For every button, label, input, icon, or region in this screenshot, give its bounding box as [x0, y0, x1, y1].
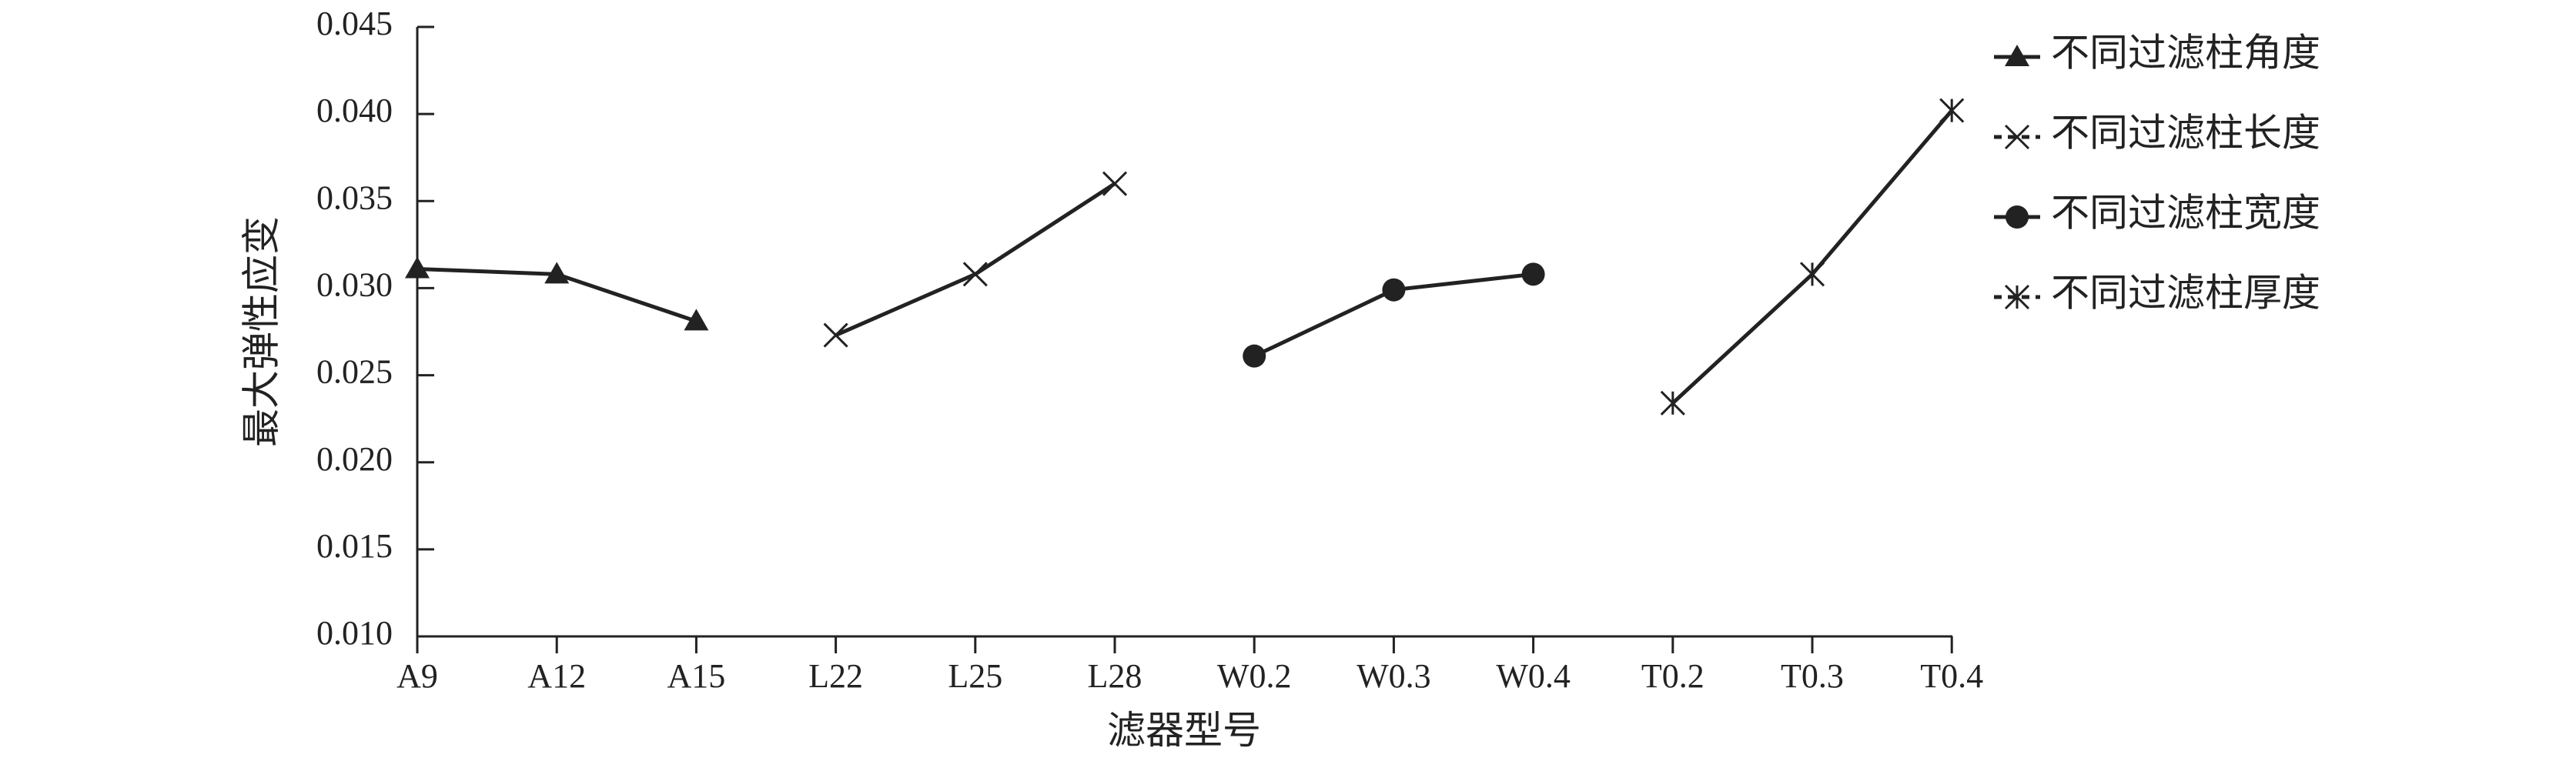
series-1: [405, 256, 709, 331]
legend-label: 不同过滤柱厚度: [2051, 271, 2320, 314]
x-tick-label: L22: [808, 657, 863, 695]
asterisk-marker-shape: [1660, 390, 1685, 416]
y-axis-title: 最大弹性应变: [239, 216, 283, 447]
y-tick-label: 0.020: [316, 440, 393, 478]
legend-label: 不同过滤柱长度: [2051, 111, 2320, 154]
legend-item: 不同过滤柱宽度: [1994, 191, 2320, 234]
y-tick-label: 0.010: [316, 614, 393, 652]
x-marker-shape: [823, 322, 848, 348]
series-line: [835, 182, 1116, 337]
y-tick-label: 0.045: [316, 5, 393, 42]
legend-item: 不同过滤柱角度: [1994, 31, 2320, 74]
legend-label: 不同过滤柱宽度: [2051, 191, 2320, 234]
data-point-triangle: [405, 256, 430, 279]
series-line: [1671, 109, 1954, 405]
triangle-marker-shape: [684, 309, 709, 331]
legend-marker-circle: [2006, 205, 2029, 229]
x-tick-label: L28: [1088, 657, 1142, 695]
x-tick-label: T0.3: [1781, 657, 1844, 695]
data-point-asterisk: [1660, 390, 1685, 416]
triangle-marker-shape: [405, 256, 430, 279]
asterisk-marker-shape: [2004, 284, 2030, 310]
y-tick-label: 0.025: [316, 353, 393, 391]
x-tick-label: W0.3: [1357, 657, 1431, 695]
data-point-x: [962, 262, 988, 287]
x-tick-label: T0.4: [1920, 657, 1983, 695]
x-tick-label: W0.2: [1217, 657, 1292, 695]
triangle-marker-shape: [544, 262, 570, 284]
circle-marker-shape: [1382, 278, 1406, 302]
data-point-x: [823, 322, 848, 348]
x-marker-shape: [962, 262, 988, 287]
y-ticks: 0.010 0.015 0.020 0.025 0.030 0.035 0.040 0.045: [316, 5, 434, 652]
asterisk-marker-shape: [1799, 262, 1825, 287]
y-tick-label: 0.035: [316, 179, 393, 216]
series-3: [1243, 262, 1545, 368]
legend-marker-asterisk: [2004, 284, 2030, 310]
circle-marker-shape: [2006, 205, 2029, 229]
x-ticks: A9 A12 A15 L22 L25 L28 W0.2 W0.3 W0.4 T0.2 T0.3 T0.…: [396, 636, 1983, 695]
data-point-asterisk: [1939, 98, 1965, 123]
data-point-triangle: [544, 262, 570, 284]
data-point-x: [1102, 171, 1128, 196]
x-tick-label: L25: [948, 657, 1002, 695]
x-tick-label: T0.2: [1641, 657, 1705, 695]
series-layer: [405, 98, 1965, 416]
x-marker-shape: [1102, 171, 1128, 196]
y-tick-label: 0.030: [316, 266, 393, 304]
data-point-asterisk: [1799, 262, 1825, 287]
y-tick-label: 0.040: [316, 92, 393, 129]
legend-item: 不同过滤柱厚度: [1994, 271, 2320, 314]
series-2: [823, 171, 1128, 348]
series-4: [1660, 98, 1965, 416]
legend-label: 不同过滤柱角度: [2051, 31, 2320, 74]
x-axis-title: 滤器型号: [1107, 709, 1261, 752]
x-tick-label: A9: [396, 657, 438, 695]
axes: [416, 27, 1952, 638]
legend-marker-x: [2004, 124, 2030, 150]
x-tick-label: A15: [667, 657, 726, 695]
x-marker-shape: [2004, 124, 2030, 150]
y-tick-label: 0.015: [316, 527, 393, 565]
circle-marker-shape: [1243, 344, 1266, 368]
triangle-marker-shape: [2005, 45, 2029, 66]
legend-item: 不同过滤柱长度: [1994, 111, 2320, 154]
circle-marker-shape: [1521, 262, 1545, 286]
asterisk-marker-shape: [1939, 98, 1965, 123]
data-point-triangle: [684, 309, 709, 331]
x-tick-label: W0.4: [1496, 657, 1571, 695]
data-point-circle: [1243, 344, 1266, 368]
data-point-circle: [1382, 278, 1406, 302]
legend-marker-triangle: [2005, 45, 2029, 66]
data-point-circle: [1521, 262, 1545, 286]
x-tick-label: A12: [527, 657, 586, 695]
